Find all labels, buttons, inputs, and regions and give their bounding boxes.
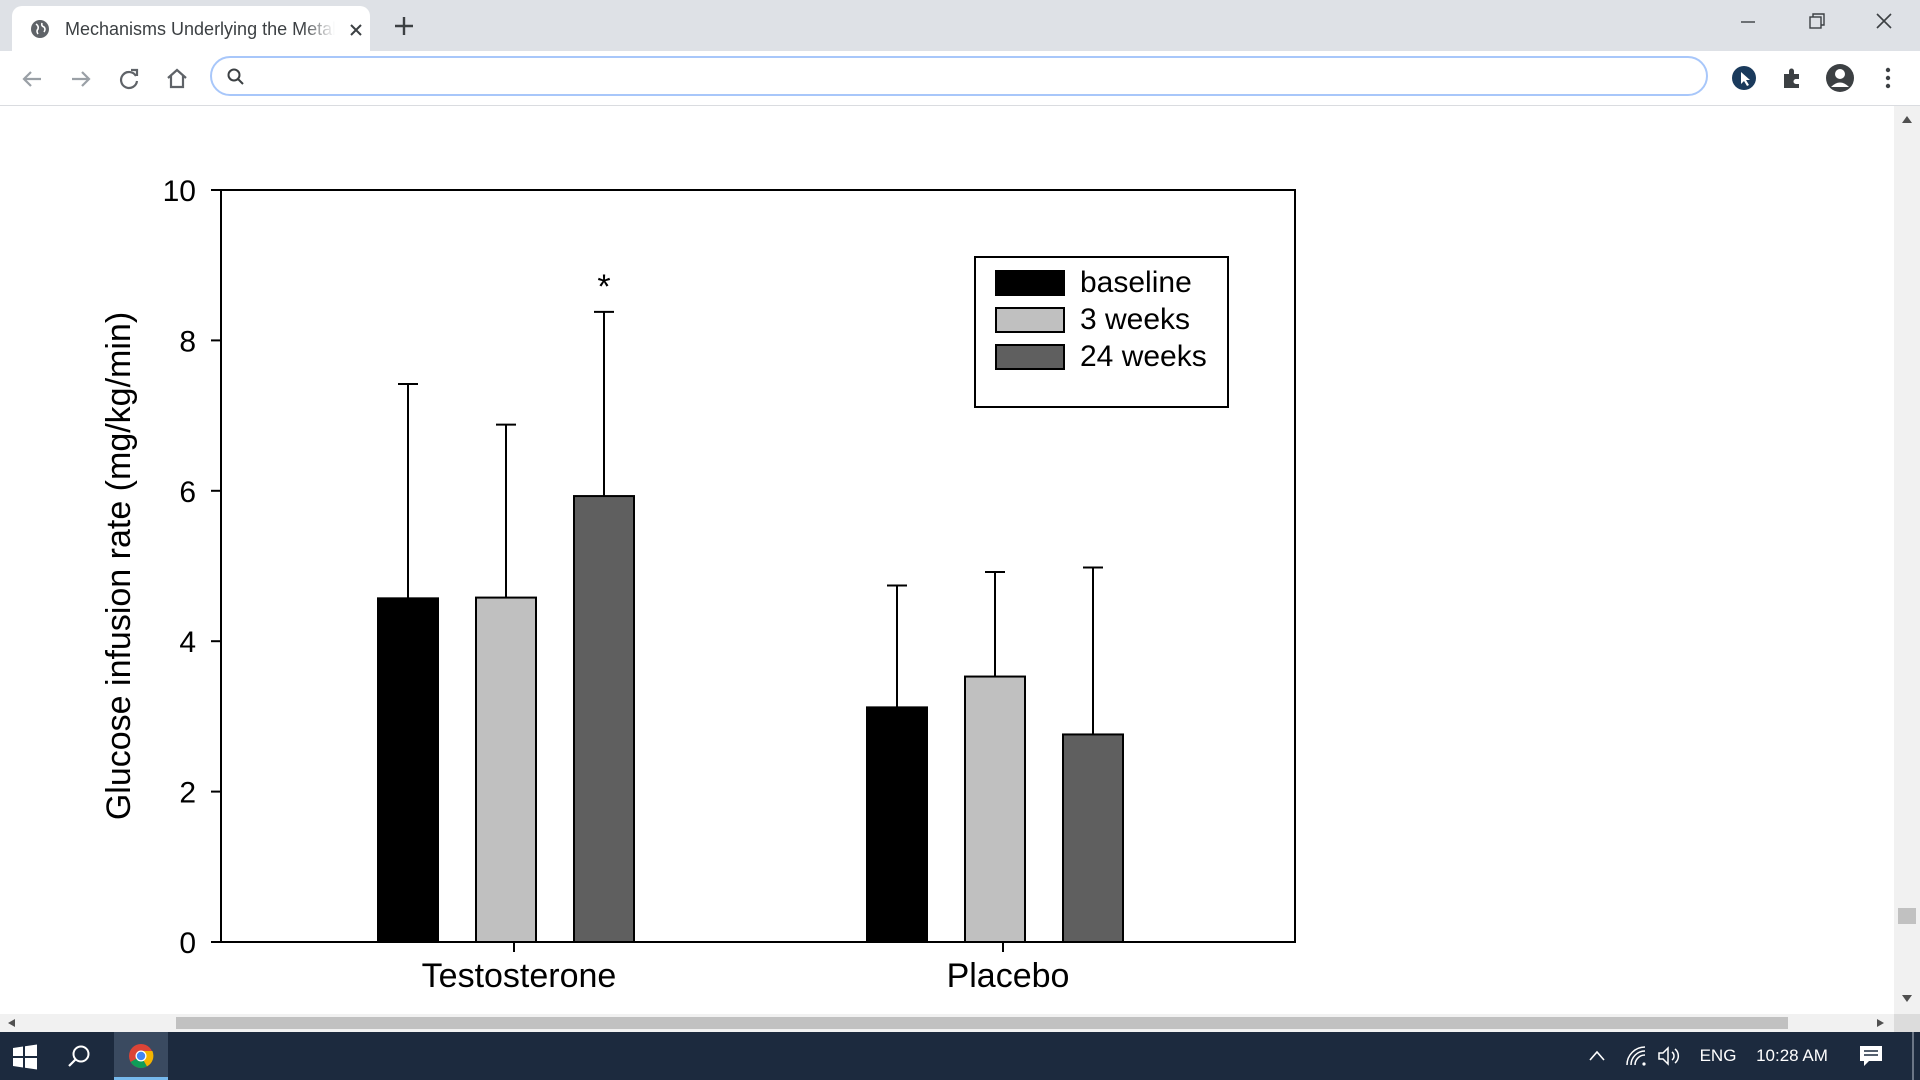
bar (475, 596, 537, 943)
y-tick-label: 4 (179, 626, 196, 659)
address-input[interactable] (256, 62, 1660, 92)
globe-icon (31, 20, 49, 38)
plus-icon[interactable] (390, 12, 418, 40)
y-axis-label: Glucose infusion rate (mg/kg/min) (100, 312, 138, 820)
show-desktop-button[interactable] (1912, 1032, 1914, 1080)
bar (964, 675, 1026, 943)
notification-icon[interactable] (1858, 1044, 1884, 1068)
legend-swatch (995, 344, 1065, 370)
kebab-menu-icon[interactable] (1874, 64, 1902, 92)
reload-icon[interactable] (114, 64, 144, 94)
legend-label: 24 weeks (1080, 340, 1207, 373)
y-tick-label: 0 (179, 927, 196, 960)
legend-swatch (995, 307, 1065, 333)
legend-label: 3 weeks (1080, 303, 1190, 336)
vertical-scrollbar[interactable] (1894, 106, 1920, 1014)
y-tick-label: 2 (179, 777, 196, 810)
significance-annotation: * (597, 268, 610, 306)
glucose-infusion-chart: 0 2 4 6 8 10 Testosterone Placebo Glucose infu… (100, 175, 1296, 995)
restore-icon[interactable] (1794, 8, 1838, 36)
search-icon (227, 68, 244, 85)
y-tick-label: 6 (179, 476, 196, 509)
puzzle-extensions-icon[interactable] (1778, 64, 1806, 92)
language-indicator[interactable]: ENG (1699, 1046, 1737, 1065)
x-tick-label: Placebo (947, 957, 1070, 995)
scrollbar-corner (1894, 1014, 1920, 1032)
browser-tab[interactable]: Mechanisms Underlying the Metabolic Acti… (12, 6, 370, 51)
bar (1062, 733, 1124, 943)
windows-start-icon[interactable] (12, 1044, 38, 1070)
home-icon[interactable] (162, 64, 192, 94)
vertical-scroll-thumb[interactable] (1898, 908, 1916, 924)
taskbar-clock[interactable]: 10:28 AM (1756, 1046, 1828, 1065)
page-content: 0 2 4 6 8 10 Testosterone Placebo Glucose infu… (0, 106, 1894, 1014)
chart-legend: baseline 3 weeks 24 weeks (974, 256, 1229, 408)
x-tick-label: Testosterone (422, 957, 617, 995)
bar (573, 495, 635, 943)
scroll-left-arrow-icon[interactable] (6, 1018, 16, 1028)
close-icon[interactable] (345, 19, 367, 41)
chevron-up-icon[interactable] (1587, 1048, 1607, 1064)
horizontal-scroll-thumb[interactable] (176, 1017, 1788, 1029)
tab-strip: Mechanisms Underlying the Metabolic Acti… (0, 0, 1920, 51)
y-tick-label: 10 (163, 175, 196, 208)
search-icon[interactable] (66, 1044, 92, 1070)
scroll-down-arrow-icon[interactable] (1901, 994, 1913, 1004)
taskbar-chrome-button[interactable] (114, 1032, 168, 1080)
bar (866, 706, 928, 943)
chrome-icon (129, 1044, 154, 1069)
cursor-extension-icon[interactable] (1730, 64, 1758, 92)
profile-avatar-icon[interactable] (1824, 62, 1856, 94)
active-app-indicator (114, 1077, 168, 1080)
tab-title: Mechanisms Underlying the Metabolic Acti… (65, 19, 335, 39)
scroll-right-arrow-icon[interactable] (1876, 1018, 1886, 1028)
browser-toolbar (0, 51, 1920, 106)
bar (377, 597, 439, 943)
volume-icon[interactable] (1656, 1044, 1682, 1068)
minimize-icon[interactable] (1726, 8, 1770, 36)
y-tick-label: 8 (179, 325, 196, 358)
legend-label: baseline (1080, 266, 1192, 299)
horizontal-scrollbar[interactable] (0, 1014, 1894, 1032)
wifi-icon[interactable] (1624, 1044, 1648, 1068)
address-bar[interactable] (210, 56, 1708, 96)
legend-swatch (995, 270, 1065, 296)
forward-arrow-icon[interactable] (66, 64, 96, 94)
close-icon[interactable] (1862, 8, 1906, 36)
back-arrow-icon[interactable] (17, 64, 47, 94)
windows-taskbar: ENG 10:28 AM (0, 1032, 1920, 1080)
scroll-up-arrow-icon[interactable] (1901, 114, 1913, 124)
